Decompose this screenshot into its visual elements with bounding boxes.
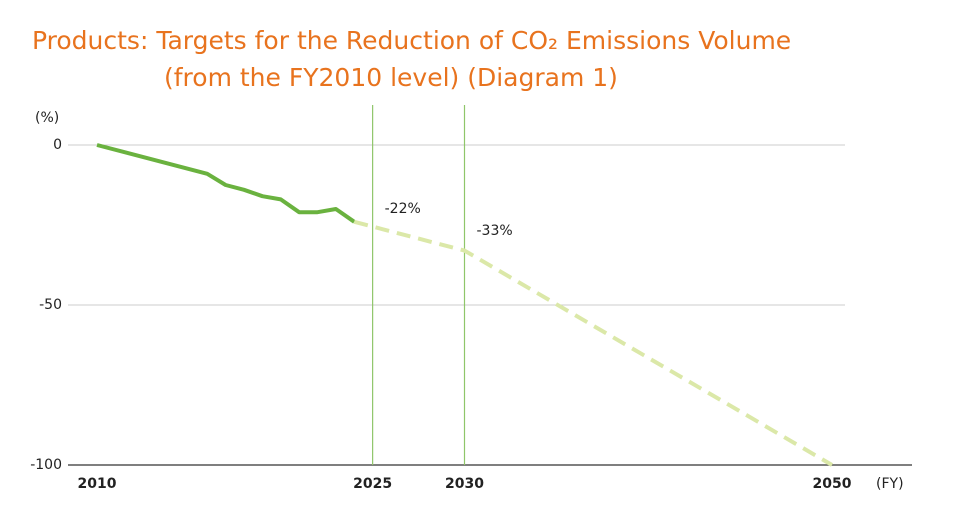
y-tick-label: -100 bbox=[30, 457, 62, 473]
series-line bbox=[96, 143, 356, 224]
annotation: -33% bbox=[477, 223, 513, 239]
chart-title: Products: Targets for the Reduction of C… bbox=[32, 26, 791, 55]
series-line bbox=[353, 219, 834, 467]
y-axis-label: (%) bbox=[35, 110, 59, 126]
annotation: -22% bbox=[385, 201, 421, 217]
x-tick-label: 2025 bbox=[353, 476, 392, 492]
x-tick-label: 2010 bbox=[78, 476, 117, 492]
y-tick-label: 0 bbox=[53, 137, 62, 153]
x-tick-label: 2030 bbox=[445, 476, 484, 492]
y-tick-label: -50 bbox=[39, 297, 62, 313]
chart-subtitle: (from the FY2010 level) (Diagram 1) bbox=[164, 63, 618, 92]
x-tick-label: 2050 bbox=[813, 476, 852, 492]
x-axis-label: (FY) bbox=[876, 476, 904, 492]
